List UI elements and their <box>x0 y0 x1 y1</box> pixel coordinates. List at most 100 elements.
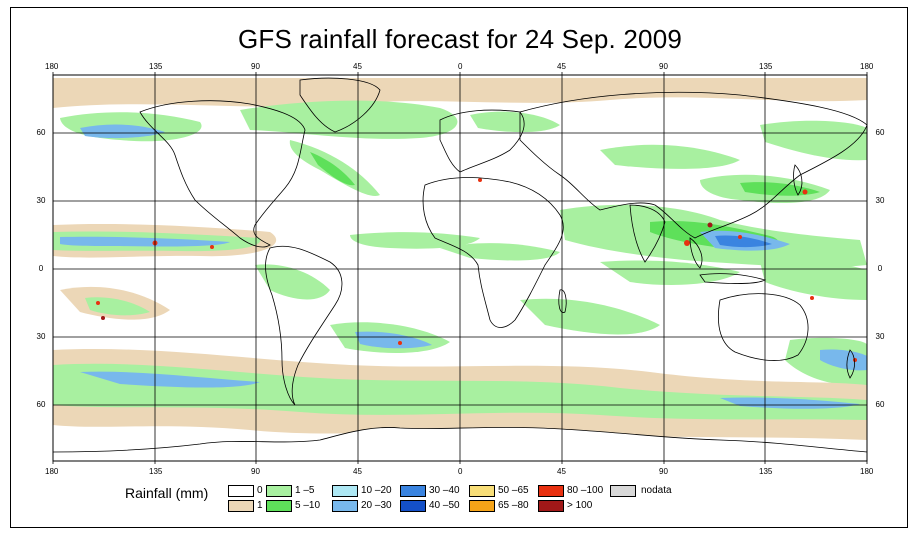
north-america <box>139 100 306 248</box>
heavy-rain-cell <box>707 222 713 228</box>
legend-swatch <box>266 485 292 497</box>
lon-tick-bottom: 180 <box>860 467 874 476</box>
graticule <box>53 75 867 461</box>
legend-swatch <box>228 485 254 497</box>
asia <box>519 91 867 239</box>
legend-swatch <box>400 500 426 512</box>
legend-label: 80 –100 <box>567 485 604 496</box>
rain-band-siberia <box>600 144 740 169</box>
legend-label: 0 <box>257 485 263 496</box>
legend-swatch <box>332 500 358 512</box>
legend-swatch <box>469 485 495 497</box>
lon-tick-bottom: 135 <box>149 467 163 476</box>
heavy-rain-cells <box>96 178 857 362</box>
rain-band-south-pacific <box>760 260 867 300</box>
rain-band-itcz-atlantic <box>350 232 480 249</box>
legend-swatch <box>538 500 564 512</box>
rain-band-sp-pacific-inner <box>85 297 150 316</box>
rain-band-africa-sahel <box>440 243 560 261</box>
legend-swatch <box>469 500 495 512</box>
lat-tick-left: 60 <box>36 400 46 409</box>
legend-label: > 100 <box>567 500 593 511</box>
lon-tick-top: 0 <box>458 62 463 71</box>
rain-band-warm-pool-core <box>715 235 772 248</box>
lat-tick-left: 30 <box>36 332 46 341</box>
lat-tick-right: 0 <box>877 264 883 273</box>
heavy-rain-cell <box>810 296 814 300</box>
lon-tick-top: 90 <box>659 62 668 71</box>
legend-label: 65 –80 <box>498 500 529 511</box>
heavy-rain-cell <box>101 316 105 320</box>
madagascar <box>558 289 567 313</box>
europe <box>439 109 525 173</box>
lon-tick-bottom: 90 <box>251 467 260 476</box>
heavy-rain-cell <box>398 341 402 345</box>
lat-tick-left: 30 <box>36 196 46 205</box>
legend-title: Rainfall (mm) <box>125 485 209 501</box>
legend-swatch <box>266 500 292 512</box>
legend-swatch <box>228 500 254 512</box>
lat-tick-right: 30 <box>875 196 885 205</box>
lon-tick-top: 45 <box>353 62 362 71</box>
heavy-rain-cell <box>96 301 100 305</box>
lat-tick-right: 60 <box>875 128 885 137</box>
heavy-rain-cell <box>478 178 482 182</box>
heavy-rain-cell <box>853 358 857 362</box>
heavy-rain-cell <box>738 235 742 239</box>
lat-tick-right: 60 <box>875 400 885 409</box>
rain-band-nw-pacific <box>760 120 867 161</box>
heavy-rain-cell <box>684 240 690 246</box>
rain-band-north-atlantic <box>240 100 458 139</box>
lon-tick-top: 45 <box>557 62 566 71</box>
lon-tick-bottom: 45 <box>353 467 362 476</box>
legend-label: 40 –50 <box>429 500 460 511</box>
legend-swatch <box>332 485 358 497</box>
lon-tick-top: 180 <box>860 62 874 71</box>
lon-tick-top: 90 <box>251 62 260 71</box>
india <box>629 204 666 263</box>
rain-band-itcz-pacific-core <box>60 236 230 247</box>
rain-band-maritime-continent <box>600 260 740 285</box>
legend-label: 10 –20 <box>361 485 392 496</box>
australia <box>718 293 809 361</box>
legend-label: 5 –10 <box>295 500 321 511</box>
new-zealand <box>846 349 855 379</box>
tick-marks <box>52 72 868 464</box>
japan <box>793 164 803 196</box>
rain-band-europe <box>470 111 560 133</box>
lat-tick-right: 30 <box>875 332 885 341</box>
legend-label: 20 –30 <box>361 500 392 511</box>
legend-swatch <box>400 485 426 497</box>
lon-tick-bottom: 90 <box>659 467 668 476</box>
rain-band-southern-ocean-core <box>80 371 260 388</box>
heavy-rain-cell <box>210 245 214 249</box>
rain-band-south-america <box>255 264 330 300</box>
heavy-rain-cell <box>802 189 808 195</box>
rain-band-tasman-core <box>820 349 867 371</box>
rainfall-field <box>53 75 867 461</box>
legend-swatch <box>538 485 564 497</box>
rain-band-north-pacific-core <box>80 124 165 139</box>
legend-label: 50 –65 <box>498 485 529 496</box>
lon-tick-bottom: 135 <box>759 467 773 476</box>
rain-band-southern-ocean-core-2 <box>720 397 860 409</box>
legend-label: 30 –40 <box>429 485 460 496</box>
figure-frame <box>10 7 908 528</box>
lon-tick-bottom: 0 <box>458 467 463 476</box>
legend-label: 1 <box>257 500 263 511</box>
rain-band-atlantic-front-core <box>310 152 355 186</box>
coastlines <box>139 77 867 406</box>
south-america <box>265 245 343 406</box>
lon-tick-bottom: 180 <box>45 467 59 476</box>
lat-tick-left: 60 <box>36 128 46 137</box>
map-title: GFS rainfall forecast for 24 Sep. 2009 <box>237 24 683 54</box>
legend-label: nodata <box>641 485 672 496</box>
lon-tick-bottom: 45 <box>557 467 566 476</box>
rain-band-indian-south <box>520 298 660 335</box>
legend-label: 1 –5 <box>295 485 315 496</box>
southeast-asia <box>689 237 703 269</box>
lon-tick-top: 135 <box>149 62 163 71</box>
greenland <box>299 77 381 133</box>
africa <box>422 177 564 328</box>
